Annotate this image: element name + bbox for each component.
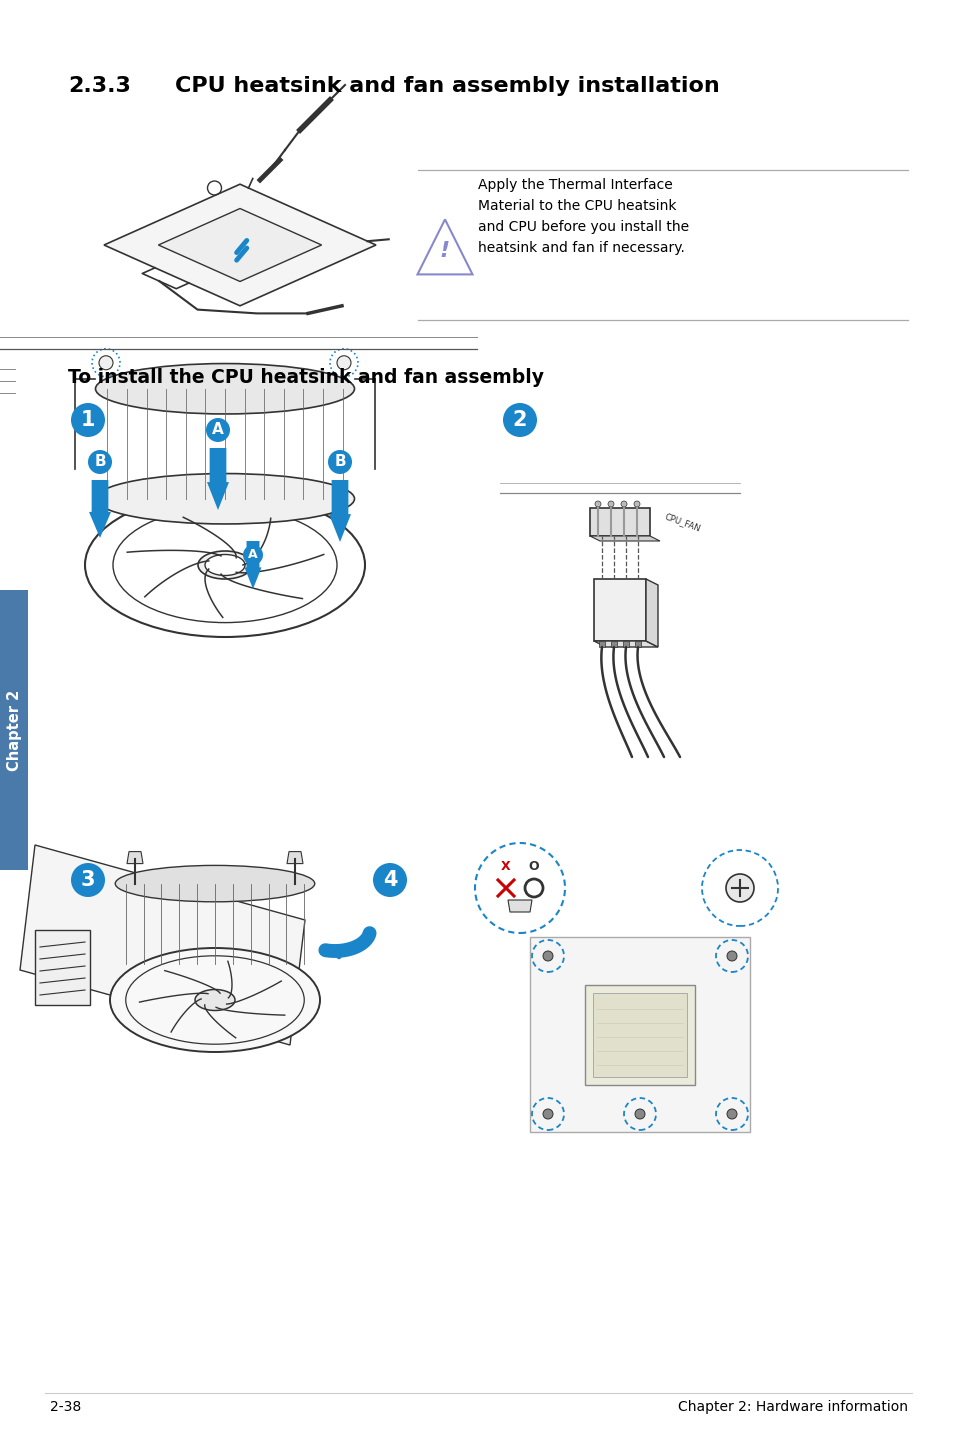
Circle shape (336, 355, 351, 370)
Polygon shape (127, 851, 143, 864)
Circle shape (475, 843, 564, 933)
Circle shape (620, 500, 626, 508)
Text: 2.3.3: 2.3.3 (68, 76, 131, 96)
Circle shape (71, 863, 105, 897)
Ellipse shape (115, 866, 314, 902)
Circle shape (328, 450, 352, 475)
Polygon shape (104, 184, 375, 306)
Polygon shape (594, 641, 658, 647)
Circle shape (502, 403, 537, 437)
Text: 3: 3 (81, 870, 95, 890)
Polygon shape (507, 900, 532, 912)
Circle shape (607, 500, 614, 508)
Circle shape (206, 418, 230, 441)
Circle shape (634, 500, 639, 508)
Polygon shape (589, 536, 659, 541)
Polygon shape (244, 541, 261, 590)
Ellipse shape (194, 989, 234, 1011)
Text: To install the CPU heatsink and fan assembly: To install the CPU heatsink and fan asse… (68, 368, 543, 387)
Text: X: X (500, 860, 510, 873)
Text: !: ! (439, 242, 450, 262)
Bar (594, 580, 645, 641)
Text: 2: 2 (512, 410, 527, 430)
FancyBboxPatch shape (530, 938, 749, 1132)
Ellipse shape (95, 473, 355, 523)
Ellipse shape (205, 555, 245, 575)
Bar (610, 641, 617, 647)
Circle shape (373, 863, 407, 897)
Circle shape (99, 355, 112, 370)
Circle shape (726, 951, 737, 961)
Text: 4: 4 (382, 870, 396, 890)
Polygon shape (207, 449, 229, 510)
Text: Apply the Thermal Interface
Material to the CPU heatsink
and CPU before you inst: Apply the Thermal Interface Material to … (477, 178, 688, 256)
Bar (0, 590, 28, 870)
Bar (593, 994, 686, 1077)
Circle shape (595, 500, 600, 508)
Circle shape (243, 545, 263, 565)
Polygon shape (287, 851, 303, 864)
Polygon shape (158, 209, 321, 282)
Text: B: B (334, 454, 345, 469)
Circle shape (542, 1109, 553, 1119)
Text: Chapter 2: Hardware information: Chapter 2: Hardware information (678, 1401, 907, 1414)
Bar (598, 641, 604, 647)
Bar (622, 641, 628, 647)
Bar (584, 985, 695, 1086)
Polygon shape (20, 846, 305, 1045)
Ellipse shape (110, 948, 319, 1053)
Polygon shape (645, 580, 658, 647)
Text: 1: 1 (81, 410, 95, 430)
Text: Chapter 2: Chapter 2 (7, 689, 22, 771)
Text: A: A (248, 548, 257, 561)
Text: B: B (94, 454, 106, 469)
Bar (635, 641, 640, 647)
Ellipse shape (95, 364, 355, 414)
Bar (589, 508, 649, 536)
Text: 2-38: 2-38 (50, 1401, 81, 1414)
Bar (35, 930, 90, 1005)
Text: CPU heatsink and fan assembly installation: CPU heatsink and fan assembly installati… (174, 76, 719, 96)
Polygon shape (89, 480, 111, 538)
Circle shape (542, 951, 553, 961)
Text: CPU_FAN: CPU_FAN (662, 512, 700, 532)
Polygon shape (329, 480, 351, 542)
Circle shape (635, 1109, 644, 1119)
Circle shape (725, 874, 753, 902)
Circle shape (726, 1109, 737, 1119)
Text: O: O (528, 860, 538, 873)
Ellipse shape (198, 551, 252, 580)
Circle shape (88, 450, 112, 475)
Text: A: A (212, 423, 224, 437)
Circle shape (71, 403, 105, 437)
